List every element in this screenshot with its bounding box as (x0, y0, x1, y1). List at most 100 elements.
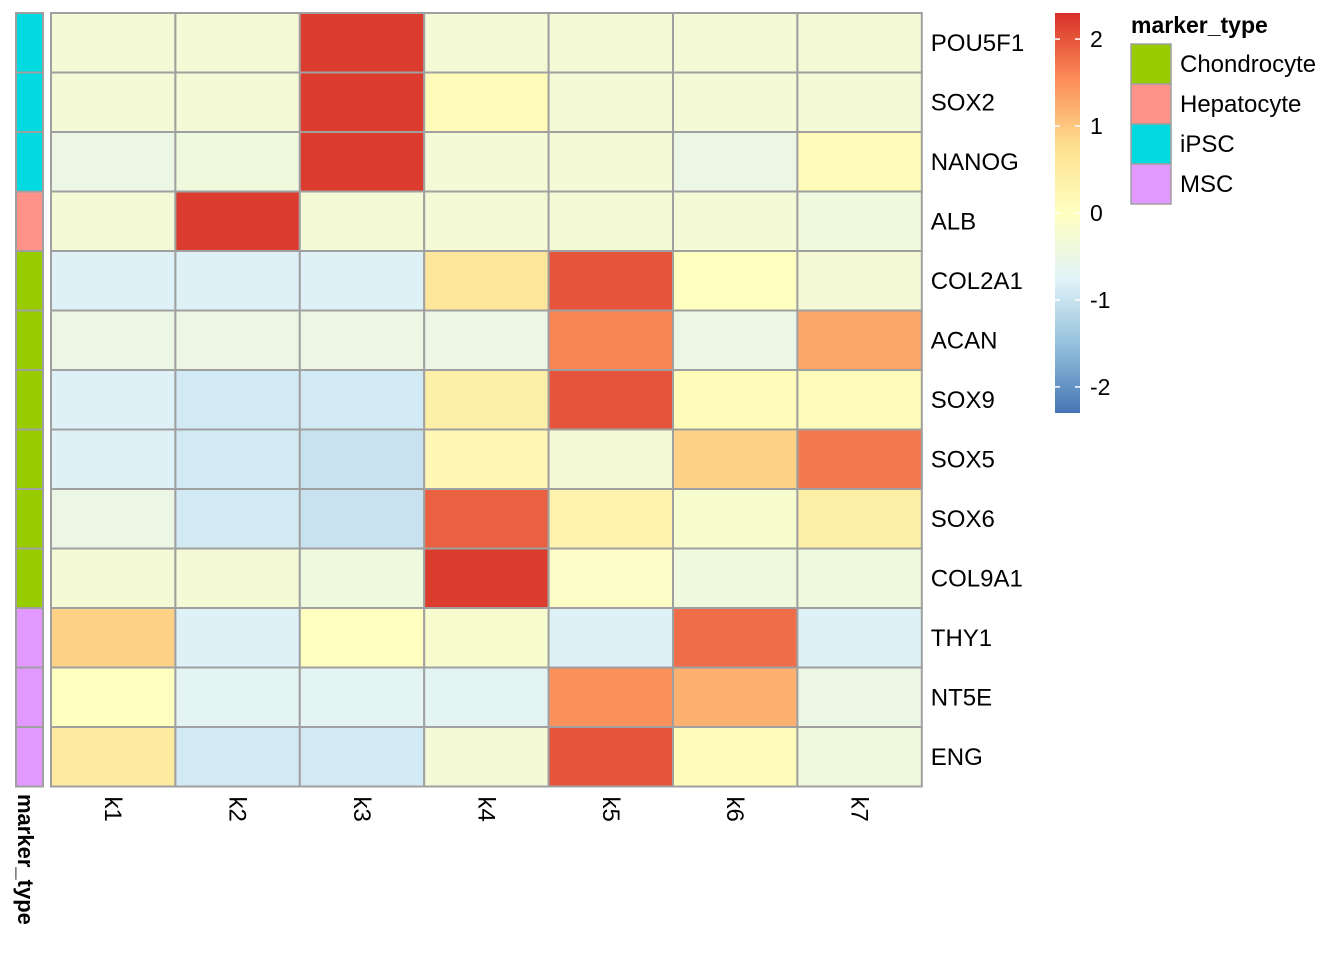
heatmap-cell-COL2A1-k4 (423, 250, 550, 312)
heatmap-cell-SOX6-k6 (672, 488, 799, 550)
heatmap-cell-POU5F1-k4 (423, 12, 550, 74)
heatmap-cell-THY1-k2 (174, 607, 301, 669)
row-label: NT5E (931, 684, 992, 711)
heatmap-cell-ENG-k4 (423, 726, 550, 788)
heatmap-cell-NANOG-k2 (174, 131, 301, 193)
heatmap-cell-ENG-k7 (796, 726, 923, 788)
legend-swatch (1130, 43, 1172, 85)
annotation-cell-POU5F1 (15, 12, 44, 74)
heatmap-cell-SOX2-k7 (796, 71, 923, 133)
legend-label: MSC (1180, 171, 1233, 198)
heatmap-cell-THY1-k4 (423, 607, 550, 669)
color-scale-tick-label: -2 (1090, 374, 1110, 400)
heatmap-cell-SOX2-k4 (423, 71, 550, 133)
color-scale-tick-label: 1 (1090, 113, 1103, 139)
legend-label: Chondrocyte (1180, 51, 1316, 78)
color-scale-tick-label: -1 (1090, 287, 1110, 313)
heatmap-cell-SOX5-k5 (547, 428, 674, 490)
annotation-cell-SOX9 (15, 369, 44, 431)
heatmap-cell-THY1-k1 (50, 607, 177, 669)
row-label: POU5F1 (931, 30, 1024, 57)
heatmap-cell-THY1-k7 (796, 607, 923, 669)
heatmap-cell-ALB-k3 (298, 190, 426, 252)
column-labels: k1 k2 k3 k4 k5 k6 k7 (99, 797, 872, 822)
color-scale-legend: 2 1 0 -1 -2 (1055, 13, 1110, 413)
row-label: COL2A1 (931, 268, 1023, 295)
heatmap-cell-NT5E-k7 (796, 666, 923, 728)
heatmap-cell-ENG-k6 (672, 726, 799, 788)
column-label: k5 (597, 797, 624, 822)
heatmap-cell-COL9A1-k1 (50, 547, 177, 609)
row-label: SOX5 (931, 446, 995, 473)
heatmap-cell-ACAN-k4 (423, 309, 550, 371)
heatmap-cell-SOX2-k2 (174, 71, 301, 133)
heatmap-cell-COL9A1-k5 (547, 547, 674, 609)
heatmap-cell-ALB-k6 (672, 190, 799, 252)
heatmap-cell-SOX9-k7 (796, 369, 923, 431)
heatmap-cell-THY1-k3 (298, 607, 426, 669)
heatmap-cell-COL2A1-k7 (796, 250, 923, 312)
heatmap-cell-NT5E-k4 (423, 666, 550, 728)
row-label: ENG (931, 744, 983, 771)
column-label: k2 (224, 797, 251, 822)
heatmap-cell-ACAN-k6 (672, 309, 799, 371)
heatmap-cell-NT5E-k3 (298, 666, 426, 728)
heatmap-cell-ALB-k7 (796, 190, 923, 252)
heatmap-cell-POU5F1-k7 (796, 12, 923, 74)
annotation-cell-ACAN (15, 309, 44, 371)
heatmap-cell-ENG-k5 (547, 726, 674, 788)
heatmap-cell-THY1-k5 (547, 607, 674, 669)
heatmap-cell-NANOG-k5 (547, 131, 674, 193)
heatmap-cell-SOX6-k7 (796, 488, 923, 550)
heatmap-cell-SOX6-k2 (174, 488, 301, 550)
annotation-cell-NT5E (15, 666, 44, 728)
heatmap-cell-SOX6-k5 (547, 488, 674, 550)
heatmap-cell-NT5E-k5 (547, 666, 674, 728)
heatmap-cell-SOX2-k1 (50, 71, 177, 133)
heatmap-cell-SOX2-k3 (298, 71, 426, 133)
heatmap-cell-ENG-k3 (298, 726, 426, 788)
column-label: k6 (721, 797, 748, 822)
row-label: SOX2 (931, 89, 995, 116)
row-label: THY1 (931, 625, 992, 652)
heatmap-cell-ENG-k2 (174, 726, 301, 788)
heatmap-cell-THY1-k6 (672, 607, 799, 669)
heatmap-cell-COL2A1-k2 (174, 250, 301, 312)
heatmap-cell-COL9A1-k4 (423, 547, 550, 609)
heatmap-cell-NANOG-k3 (298, 131, 426, 193)
heatmap-cell-ACAN-k3 (298, 309, 426, 371)
annotation-cell-THY1 (15, 607, 44, 669)
row-label: ALB (931, 208, 976, 235)
row-labels: POU5F1 SOX2 NANOG ALB COL2A1 ACAN SOX9 SOX5 SOX6… (931, 30, 1024, 771)
heatmap-cell-SOX9-k3 (298, 369, 426, 431)
heatmap-cells (50, 12, 923, 788)
heatmap-cell-SOX5-k7 (796, 428, 923, 490)
row-label: SOX9 (931, 387, 995, 414)
annotation-cell-COL2A1 (15, 250, 44, 312)
column-label: k1 (99, 797, 126, 822)
heatmap-cell-SOX2-k6 (672, 71, 799, 133)
heatmap-cell-POU5F1-k5 (547, 12, 674, 74)
annotation-cell-ENG (15, 726, 44, 788)
annotation-cell-SOX2 (15, 71, 44, 133)
heatmap-cell-NT5E-k2 (174, 666, 301, 728)
heatmap-cell-COL2A1-k5 (547, 250, 674, 312)
heatmap-cell-COL9A1-k7 (796, 547, 923, 609)
annotation-cell-SOX5 (15, 428, 44, 490)
row-annotation-axis-title: marker_type (13, 794, 38, 925)
row-annotation-bar (15, 12, 44, 788)
column-label: k4 (472, 797, 499, 822)
heatmap-cell-SOX5-k6 (672, 428, 799, 490)
legend-swatch (1130, 123, 1172, 165)
legend-label: Hepatocyte (1180, 91, 1301, 118)
heatmap-cell-SOX9-k5 (547, 369, 674, 431)
annotation-cell-COL9A1 (15, 547, 44, 609)
heatmap-cell-SOX6-k1 (50, 488, 177, 550)
heatmap-cell-ALB-k4 (423, 190, 550, 252)
legend-title: marker_type (1131, 12, 1268, 38)
legend-label: iPSC (1180, 131, 1235, 158)
heatmap-cell-ACAN-k7 (796, 309, 923, 371)
heatmap-cell-COL9A1-k6 (672, 547, 799, 609)
heatmap-cell-SOX5-k4 (423, 428, 550, 490)
